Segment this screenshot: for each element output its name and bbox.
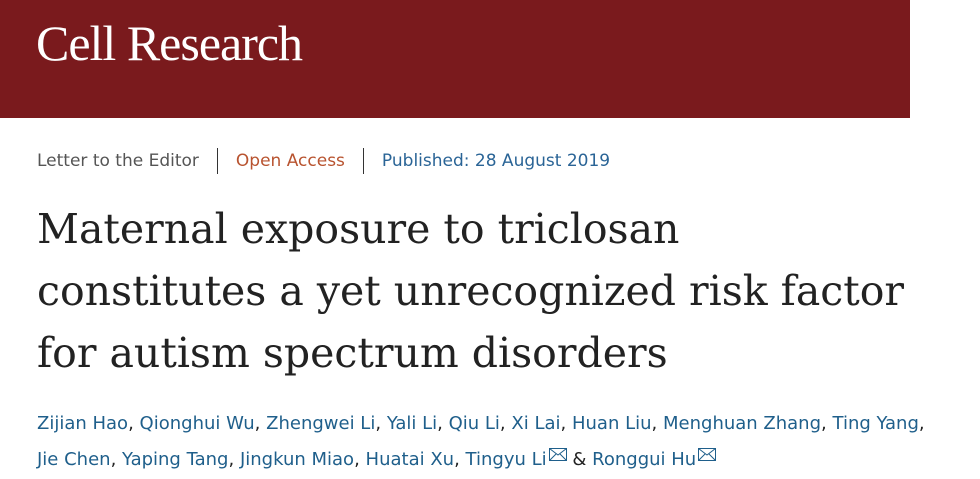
separator: , — [821, 413, 827, 434]
header-band: Cell Research — [0, 0, 910, 118]
author-name[interactable]: Jingkun Miao — [239, 449, 355, 470]
separator: , — [354, 449, 360, 470]
author-name[interactable]: Tingyu Li — [465, 449, 547, 470]
author-name[interactable]: Yaping Tang — [122, 449, 229, 470]
article-meta: Letter to the Editor Open Access Publish… — [37, 148, 610, 174]
author-name[interactable]: Huan Liu — [571, 413, 652, 434]
title-line: constitutes a yet unrecognized risk fact… — [37, 267, 904, 315]
author-name[interactable]: Yali Li — [386, 413, 438, 434]
separator: , — [437, 413, 443, 434]
author-name[interactable]: Huatai Xu — [365, 449, 455, 470]
separator: , — [128, 413, 134, 434]
conjunction: & — [572, 449, 587, 470]
email-icon[interactable] — [698, 448, 717, 461]
separator: , — [254, 413, 261, 434]
separator: , — [228, 449, 235, 470]
separator — [216, 148, 218, 174]
author-line: Zijian Hao, Qionghui Wu, Zhengwei Li, Ya… — [37, 406, 925, 442]
email-icon[interactable] — [548, 448, 567, 461]
separator: , — [918, 413, 925, 434]
article-type: Letter to the Editor — [37, 151, 199, 171]
author-name[interactable]: Qionghui Wu — [139, 413, 255, 434]
author-name[interactable]: Zijian Hao — [37, 413, 129, 434]
title-line: Maternal exposure to triclosan — [37, 205, 680, 253]
separator: , — [375, 413, 382, 434]
article-title: Maternal exposure to triclosan constitute… — [37, 198, 904, 384]
author-name[interactable]: Menghuan Zhang — [663, 413, 822, 434]
author-name[interactable]: Qiu Li — [448, 413, 500, 434]
author-name[interactable]: Ting Yang — [832, 413, 919, 434]
author-name[interactable]: Xi Lai — [511, 413, 561, 434]
author-name[interactable]: Jie Chen — [37, 449, 111, 470]
access-label: Open Access — [235, 151, 345, 171]
author-list: Zijian Hao, Qionghui Wu, Zhengwei Li, Ya… — [37, 406, 925, 478]
title-line: for autism spectrum disorders — [37, 329, 668, 377]
author-line: Jie Chen, Yaping Tang, Jingkun Miao, Hua… — [37, 442, 925, 478]
journal-title[interactable]: Cell Research — [36, 15, 303, 71]
separator — [362, 148, 364, 174]
separator: , — [651, 413, 658, 434]
separator: , — [560, 413, 567, 434]
published-date: Published: 28 August 2019 — [381, 151, 611, 171]
separator: , — [499, 413, 506, 434]
separator: , — [454, 449, 460, 470]
author-name[interactable]: Zhengwei Li — [266, 413, 376, 434]
separator: , — [110, 449, 117, 470]
author-name[interactable]: Ronggui Hu — [592, 449, 697, 470]
